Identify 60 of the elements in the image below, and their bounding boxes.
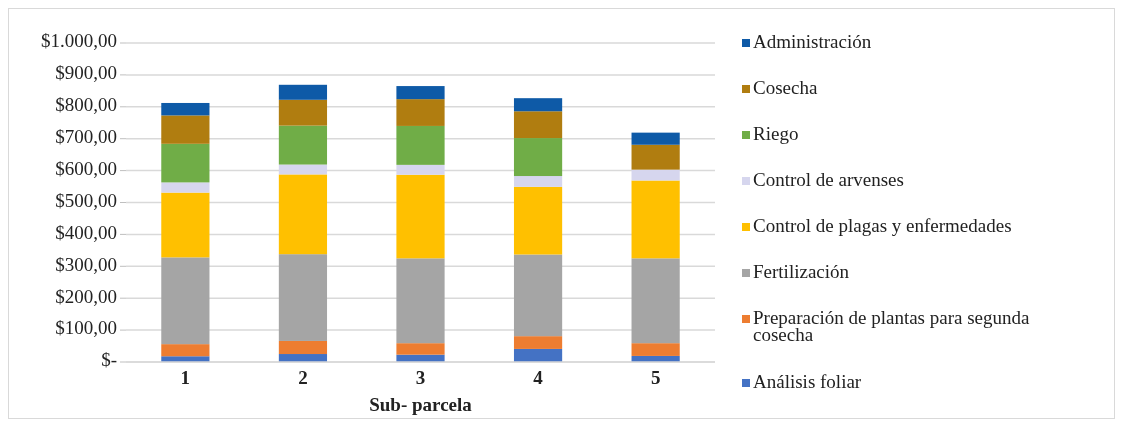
x-tick-label: 5 xyxy=(650,367,661,388)
x-axis-title: Sub- parcela xyxy=(369,394,473,415)
bar xyxy=(161,102,210,116)
y-tick-label: $1.000,00 xyxy=(41,30,117,52)
legend-label: Administración xyxy=(753,31,872,53)
y-tick-label: $700,00 xyxy=(55,126,117,148)
y-tick-label: $400,00 xyxy=(55,221,117,243)
legend-label: Preparación de plantas para segunda cosecha xyxy=(753,307,1030,346)
bar xyxy=(396,258,445,344)
bar xyxy=(513,111,563,139)
bar xyxy=(513,98,563,112)
bar xyxy=(278,164,328,175)
x-tick-label: 4 xyxy=(533,367,544,388)
legend-label: Fertilización xyxy=(753,261,850,283)
bar xyxy=(396,164,445,175)
legend-label: Control de plagas y enfermedades xyxy=(753,215,1012,237)
legend-label: Control de arvenses xyxy=(753,169,904,191)
bar xyxy=(396,99,445,126)
bar xyxy=(631,258,680,344)
bar xyxy=(631,144,680,170)
y-tick-label: $900,00 xyxy=(55,62,117,84)
bar xyxy=(513,348,563,362)
y-tick-label: $600,00 xyxy=(55,157,117,179)
x-tick-label: 1 xyxy=(180,367,191,388)
bar xyxy=(631,169,680,181)
bar xyxy=(396,125,445,165)
bar xyxy=(161,143,210,183)
bar xyxy=(513,138,563,177)
bar xyxy=(161,192,210,258)
y-tick-label: $100,00 xyxy=(55,317,117,339)
bar xyxy=(278,84,328,100)
bar xyxy=(278,174,328,255)
bar xyxy=(161,344,210,357)
bar xyxy=(278,254,328,341)
bar xyxy=(631,180,680,259)
legend-label: Riego xyxy=(753,123,799,145)
bar xyxy=(278,340,328,355)
x-tick-label: 3 xyxy=(415,367,426,388)
legend-label: Análisis foliar xyxy=(753,371,862,393)
bar xyxy=(631,343,680,356)
y-tick-label: $200,00 xyxy=(55,285,117,307)
bar xyxy=(396,174,445,259)
bar xyxy=(278,125,328,165)
y-tick-label: $300,00 xyxy=(55,253,117,275)
x-tick-label: 2 xyxy=(298,367,308,388)
bar xyxy=(513,176,563,187)
legend-label: Cosecha xyxy=(753,77,818,99)
bar xyxy=(161,257,210,345)
bar xyxy=(161,115,210,144)
bar xyxy=(513,336,563,349)
bar xyxy=(396,343,445,355)
bar xyxy=(513,186,563,255)
bar xyxy=(278,99,328,126)
y-tick-label: $500,00 xyxy=(55,189,117,211)
bar xyxy=(396,86,445,100)
y-tick-label: $- xyxy=(101,349,117,371)
y-tick-label: $800,00 xyxy=(55,94,117,116)
bar xyxy=(161,182,210,193)
bar xyxy=(631,132,680,145)
bar xyxy=(513,254,563,337)
